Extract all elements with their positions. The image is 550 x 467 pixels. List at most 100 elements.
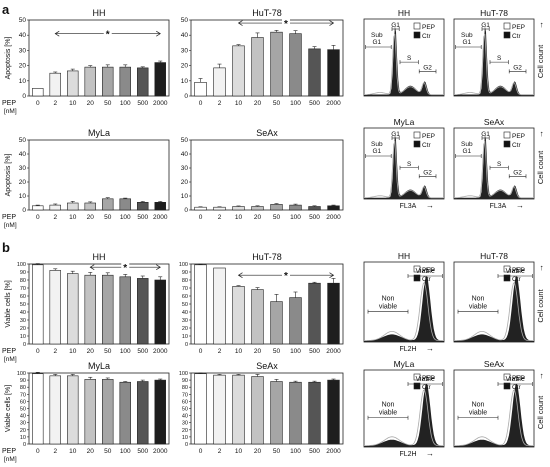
significance-bg — [121, 263, 130, 272]
y-tick-label: 30 — [181, 165, 189, 172]
y-tick-label: 20 — [19, 179, 27, 186]
bar — [308, 381, 321, 445]
bar — [194, 373, 207, 445]
bar — [213, 374, 226, 445]
x-tick-label: 10 — [69, 100, 77, 107]
x-tick-label: 2 — [53, 348, 57, 355]
region-label-s: S — [407, 55, 412, 62]
legend-swatch-pep — [503, 131, 511, 139]
y-tick-label: 0 — [22, 207, 26, 214]
bar — [67, 70, 79, 97]
histogram-frame — [453, 18, 535, 97]
bar — [119, 381, 131, 445]
y-tick-label: 0 — [22, 93, 26, 100]
bar — [67, 202, 79, 211]
x-tick-label: 20 — [87, 214, 95, 221]
bar — [154, 202, 166, 211]
histogram-y-label: Cell count — [536, 288, 545, 322]
region-label-viable: Viable — [506, 268, 525, 275]
x-tick-label: 50 — [104, 214, 112, 221]
bar — [194, 82, 207, 97]
y-tick-label: 50 — [181, 17, 189, 24]
bar — [213, 206, 226, 211]
region-label-nonviable: viable — [469, 304, 487, 311]
y-tick-label: 0 — [185, 342, 188, 348]
histogram-frame — [363, 127, 445, 200]
x-tick-label: 20 — [254, 214, 262, 221]
histogram-x-label: FL3A — [400, 203, 417, 210]
y-tick-label: 50 — [20, 302, 26, 308]
bar — [32, 264, 44, 345]
region-label-nonviable: Non — [382, 402, 395, 409]
x-tick-label: 2 — [218, 100, 222, 107]
legend-label-pep: PEP — [512, 24, 525, 31]
significance-arrow-left — [54, 30, 60, 37]
x-tick-label: 2000 — [153, 100, 168, 107]
y-tick-label: 90 — [20, 270, 26, 276]
bar — [289, 297, 302, 345]
pep-unit-label: [nM] — [4, 356, 17, 363]
y-tick-label: 100 — [179, 262, 188, 268]
y-tick-label: 40 — [181, 32, 189, 39]
y-tick-label: 10 — [20, 334, 26, 340]
y-tick-label: 10 — [20, 435, 26, 441]
y-axis-arrow-icon: → — [536, 264, 545, 272]
bar — [213, 67, 226, 97]
y-tick-label: 0 — [23, 442, 26, 448]
bar — [137, 202, 149, 211]
region-label-nonviable: viable — [379, 410, 397, 417]
x-tick-label: 500 — [309, 214, 320, 221]
y-tick-label: 20 — [182, 428, 188, 434]
pep-histogram-line — [453, 389, 534, 447]
x-tick-label: 500 — [137, 100, 148, 107]
region-label-subg1: G1 — [462, 39, 471, 46]
x-tick-label: 2000 — [153, 214, 168, 221]
y-tick-label: 100 — [17, 371, 26, 377]
histogram-title: SeAx — [484, 117, 505, 127]
legend-label-pep: PEP — [422, 267, 435, 274]
y-tick-label: 60 — [20, 294, 26, 300]
bar — [289, 33, 302, 97]
x-tick-label: 100 — [120, 100, 131, 107]
bar — [67, 375, 79, 445]
legend-label-pep: PEP — [422, 133, 435, 140]
y-tick-label: 20 — [182, 326, 188, 332]
y-tick-label: 70 — [182, 286, 188, 292]
significance-arrow-right — [156, 264, 161, 270]
x-tick-label: 2000 — [326, 214, 341, 221]
y-tick-label: 90 — [182, 270, 188, 276]
pep-unit-label: [nM] — [4, 222, 17, 229]
x-axis-arrow-icon: → — [426, 201, 434, 210]
bar — [327, 49, 340, 97]
pep-histogram-line — [364, 33, 444, 96]
x-tick-label: 20 — [254, 348, 262, 355]
region-label-viable: Viable — [416, 376, 435, 383]
y-axis-label: Viable cells [%] — [5, 280, 12, 327]
significance-star: * — [123, 263, 127, 274]
bar — [102, 379, 114, 445]
y-tick-label: 40 — [182, 414, 188, 420]
legend-swatch-ctr — [503, 274, 511, 282]
plot-frame — [28, 19, 170, 97]
pep-label: PEP — [2, 100, 16, 107]
bar — [194, 206, 207, 211]
ctr-histogram-fill — [364, 383, 444, 447]
x-tick-label: 10 — [235, 100, 243, 107]
region-label-g2: G2 — [423, 64, 432, 71]
y-tick-label: 40 — [181, 151, 189, 158]
bar — [49, 204, 61, 211]
ctr-histogram-fill — [454, 276, 534, 342]
bar — [270, 381, 283, 445]
ctr-histogram-fill — [364, 276, 444, 342]
region-label-s: S — [407, 161, 412, 168]
bar — [251, 206, 264, 211]
chart-title: MyLa — [88, 128, 110, 138]
bar — [49, 375, 61, 445]
y-tick-label: 60 — [182, 399, 188, 405]
significance-star: * — [106, 30, 110, 41]
legend-swatch-pep — [413, 22, 421, 30]
